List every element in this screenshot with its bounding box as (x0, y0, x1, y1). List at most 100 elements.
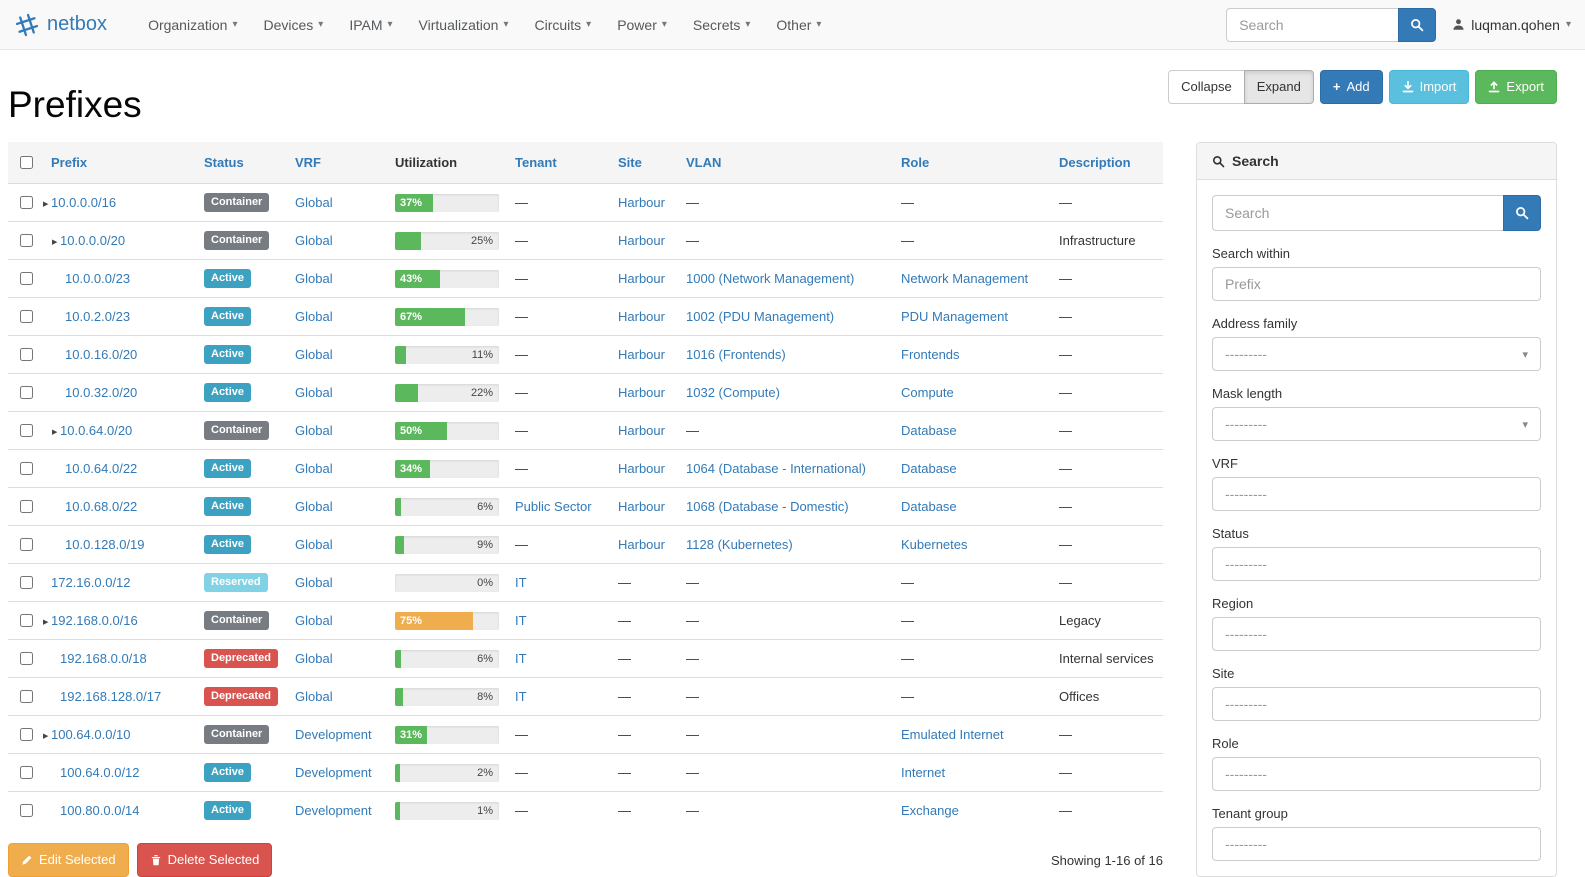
column-header-role[interactable]: Role (893, 142, 1051, 184)
filter-box-tenant-group[interactable]: --------- (1212, 827, 1541, 861)
row-checkbox[interactable] (20, 234, 33, 247)
nav-item-secrets[interactable]: Secrets ▾ (692, 16, 751, 33)
row-checkbox[interactable] (20, 576, 33, 589)
site-link[interactable]: Harbour (618, 233, 665, 248)
prefix-link[interactable]: 192.168.0.0/16 (51, 613, 138, 628)
navbar-search-button[interactable] (1398, 7, 1437, 42)
prefix-link[interactable]: 10.0.64.0/22 (65, 461, 138, 476)
site-link[interactable]: Harbour (618, 461, 665, 476)
nav-item-circuits[interactable]: Circuits ▾ (534, 16, 592, 33)
filter-box-region[interactable]: --------- (1212, 617, 1541, 651)
site-link[interactable]: Harbour (618, 271, 665, 286)
nav-item-power[interactable]: Power ▾ (617, 16, 667, 33)
role-link[interactable]: Compute (901, 385, 954, 400)
import-button[interactable]: Import (1388, 70, 1470, 105)
prefix-link[interactable]: 192.168.0.0/18 (60, 651, 147, 666)
prefix-link[interactable]: 192.168.128.0/17 (60, 689, 162, 704)
role-link[interactable]: Database (901, 423, 957, 438)
vlan-link[interactable]: 1002 (PDU Management) (686, 309, 835, 324)
nav-item-virtualization[interactable]: Virtualization ▾ (418, 16, 509, 33)
role-link[interactable]: Kubernetes (901, 537, 968, 552)
vlan-link[interactable]: 1068 (Database - Domestic) (686, 499, 849, 514)
vlan-link[interactable]: 1064 (Database - International) (686, 461, 866, 476)
row-checkbox[interactable] (20, 804, 33, 817)
vrf-link[interactable]: Global (295, 385, 333, 400)
site-link[interactable]: Harbour (618, 309, 665, 324)
filter-input-search-within[interactable] (1212, 267, 1541, 301)
row-checkbox[interactable] (20, 766, 33, 779)
nav-item-other[interactable]: Other ▾ (776, 16, 822, 33)
site-link[interactable]: Harbour (618, 537, 665, 552)
column-header-vrf[interactable]: VRF (287, 142, 387, 184)
collapse-button[interactable]: Collapse (1168, 70, 1245, 105)
vlan-link[interactable]: 1128 (Kubernetes) (686, 537, 793, 552)
row-checkbox[interactable] (20, 462, 33, 475)
vlan-link[interactable]: 1016 (Frontends) (686, 347, 786, 362)
vrf-link[interactable]: Global (295, 423, 333, 438)
vrf-link[interactable]: Global (295, 575, 333, 590)
prefix-link[interactable]: 10.0.0.0/16 (51, 195, 117, 210)
prefix-link[interactable]: 100.80.0.0/14 (60, 803, 140, 818)
row-checkbox[interactable] (20, 424, 33, 437)
filter-box-role[interactable]: --------- (1212, 757, 1541, 791)
select-all-checkbox[interactable] (20, 156, 33, 169)
site-link[interactable]: Harbour (618, 499, 665, 514)
column-header-status[interactable]: Status (196, 142, 287, 184)
site-link[interactable]: Harbour (618, 195, 665, 210)
navbar-search-input[interactable] (1226, 7, 1399, 42)
column-header-prefix[interactable]: Prefix (43, 142, 196, 184)
row-checkbox[interactable] (20, 652, 33, 665)
expand-caret-icon[interactable]: ▶ (52, 429, 58, 436)
row-checkbox[interactable] (20, 728, 33, 741)
role-link[interactable]: Network Management (901, 271, 1029, 286)
delete-selected-button[interactable]: Delete Selected (136, 843, 273, 877)
site-link[interactable]: Harbour (618, 423, 665, 438)
prefix-link[interactable]: 10.0.64.0/20 (60, 423, 133, 438)
row-checkbox[interactable] (20, 348, 33, 361)
edit-selected-button[interactable]: Edit Selected (8, 843, 129, 877)
vrf-link[interactable]: Global (295, 613, 333, 628)
site-link[interactable]: Harbour (618, 385, 665, 400)
expand-caret-icon[interactable]: ▶ (43, 733, 49, 740)
prefix-link[interactable]: 100.64.0.0/12 (60, 765, 140, 780)
column-header-vlan[interactable]: VLAN (678, 142, 893, 184)
tenant-link[interactable]: IT (515, 651, 527, 666)
vrf-link[interactable]: Development (295, 765, 372, 780)
vrf-link[interactable]: Global (295, 195, 333, 210)
expand-button[interactable]: Expand (1243, 70, 1314, 105)
role-link[interactable]: Exchange (901, 803, 959, 818)
prefix-link[interactable]: 172.16.0.0/12 (51, 575, 131, 590)
prefix-link[interactable]: 10.0.0.0/23 (65, 271, 131, 286)
row-checkbox[interactable] (20, 386, 33, 399)
filter-box-site[interactable]: --------- (1212, 687, 1541, 721)
role-link[interactable]: Emulated Internet (901, 727, 1004, 742)
prefix-link[interactable]: 10.0.128.0/19 (65, 537, 145, 552)
nav-item-organization[interactable]: Organization ▾ (148, 16, 238, 33)
nav-item-devices[interactable]: Devices ▾ (263, 16, 324, 33)
vrf-link[interactable]: Global (295, 689, 333, 704)
vrf-link[interactable]: Development (295, 803, 372, 818)
role-link[interactable]: Internet (901, 765, 946, 780)
expand-caret-icon[interactable]: ▶ (43, 201, 49, 208)
vrf-link[interactable]: Global (295, 461, 333, 476)
filter-select-mask-length[interactable]: --------- ▾ (1212, 407, 1541, 441)
prefix-link[interactable]: 10.0.2.0/23 (65, 309, 131, 324)
vlan-link[interactable]: 1000 (Network Management) (686, 271, 855, 286)
role-link[interactable]: Frontends (901, 347, 960, 362)
prefix-link[interactable]: 10.0.68.0/22 (65, 499, 138, 514)
row-checkbox[interactable] (20, 272, 33, 285)
user-menu[interactable]: luqman.qohen ▾ (1452, 17, 1571, 33)
row-checkbox[interactable] (20, 614, 33, 627)
vrf-link[interactable]: Development (295, 727, 372, 742)
row-checkbox[interactable] (20, 196, 33, 209)
vlan-link[interactable]: 1032 (Compute) (686, 385, 780, 400)
row-checkbox[interactable] (20, 310, 33, 323)
tenant-link[interactable]: IT (515, 689, 527, 704)
vrf-link[interactable]: Global (295, 499, 333, 514)
filter-select-address-family[interactable]: --------- ▾ (1212, 337, 1541, 371)
vrf-link[interactable]: Global (295, 309, 333, 324)
filter-search-input[interactable] (1212, 195, 1503, 231)
tenant-link[interactable]: IT (515, 575, 527, 590)
filter-box-vrf[interactable]: --------- (1212, 477, 1541, 511)
export-button[interactable]: Export (1475, 70, 1557, 105)
